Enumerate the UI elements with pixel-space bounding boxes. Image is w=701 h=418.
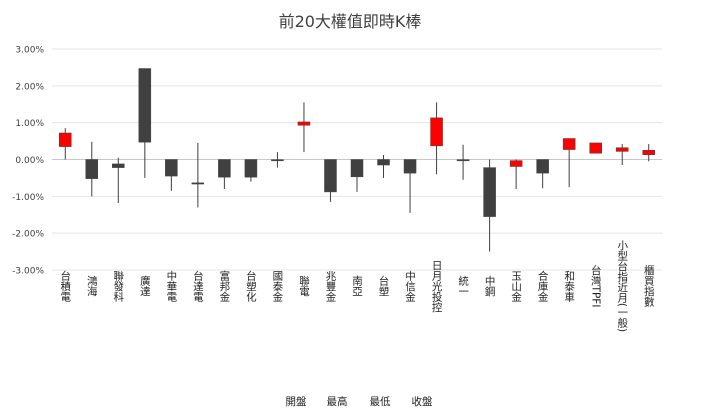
candle-body <box>403 159 417 174</box>
category-label: 兆豐金 <box>324 270 336 302</box>
category-label: 富邦金 <box>218 269 230 301</box>
candle-body <box>218 159 231 178</box>
category-label: 台塑 <box>378 275 390 297</box>
category-label: 中信金 <box>404 269 416 301</box>
candle-body <box>138 68 152 143</box>
legend-item: 最高 <box>327 395 348 408</box>
category-label: 台塑化 <box>245 269 257 302</box>
category-label: 和泰車 <box>563 270 575 302</box>
category-label: 國泰金 <box>271 270 283 302</box>
candle-body <box>324 159 337 193</box>
candle-body <box>85 159 99 179</box>
candle-body <box>642 150 655 155</box>
candle-body <box>430 117 443 147</box>
category-label: 聯電 <box>298 276 310 297</box>
candles <box>59 68 655 252</box>
candle-body <box>483 167 496 217</box>
category-label: 中鋼 <box>484 275 496 298</box>
y-tick-label: 2.00% <box>15 82 44 92</box>
candle-body <box>165 159 178 177</box>
legend-item: 開盤 <box>286 395 307 408</box>
category-label: 櫃買指數 <box>643 264 655 308</box>
category-label: 台積電 <box>59 269 71 301</box>
category-label: 日月光投控 <box>431 260 443 313</box>
candle-body <box>112 163 125 168</box>
candle-body <box>350 159 364 178</box>
candle-body <box>589 142 602 154</box>
y-tick-label: -3.00% <box>12 267 44 277</box>
candle-body <box>615 147 629 152</box>
gridlines <box>52 48 662 271</box>
legend: 開盤 最高 最低 收盤 <box>286 395 433 408</box>
candle-body <box>191 182 205 185</box>
candle-body <box>536 159 549 174</box>
candle-body <box>297 121 311 126</box>
y-tick-label: 0.00% <box>15 156 44 166</box>
y-axis-ticks: 3.00% 2.00% 1.00% 0.00% -1.00% -2.00% -3.00% <box>12 46 44 277</box>
candle-body <box>562 138 576 150</box>
legend-item: 收盤 <box>412 395 433 408</box>
category-label: 台灣TPFI <box>590 264 602 308</box>
chart-title: 前20大權值即時K棒 <box>279 12 422 31</box>
category-label: 鴻海 <box>86 275 98 298</box>
category-label: 中華電 <box>165 269 177 301</box>
candle-body <box>244 159 258 178</box>
y-tick-label: 3.00% <box>15 46 44 56</box>
candle-body <box>377 159 390 166</box>
category-label: 統一 <box>457 275 469 297</box>
category-label: 合庫金 <box>537 269 549 301</box>
y-tick-label: -2.00% <box>12 230 44 240</box>
category-label: 玉山金 <box>510 270 522 302</box>
y-tick-label: -1.00% <box>12 193 44 203</box>
category-label: 南亞 <box>351 275 363 297</box>
candle-body <box>271 159 284 162</box>
category-label: 廣達 <box>139 275 151 297</box>
legend-item: 最低 <box>370 395 391 408</box>
y-tick-label: 1.00% <box>15 119 44 129</box>
candle-body <box>456 159 470 162</box>
candle-body <box>59 132 72 147</box>
x-axis-labels: 台積電 鴻海 聯發科 廣達 中華電 台達電 富邦金 台塑化 國泰金 聯電 兆豐金 南亞 台塑 中信金 日月光… <box>59 240 654 332</box>
category-label: 小型台指近月(一般) <box>616 240 628 332</box>
category-label: 台達電 <box>192 269 204 301</box>
candle-body <box>509 160 523 167</box>
category-label: 聯發科 <box>112 270 124 302</box>
